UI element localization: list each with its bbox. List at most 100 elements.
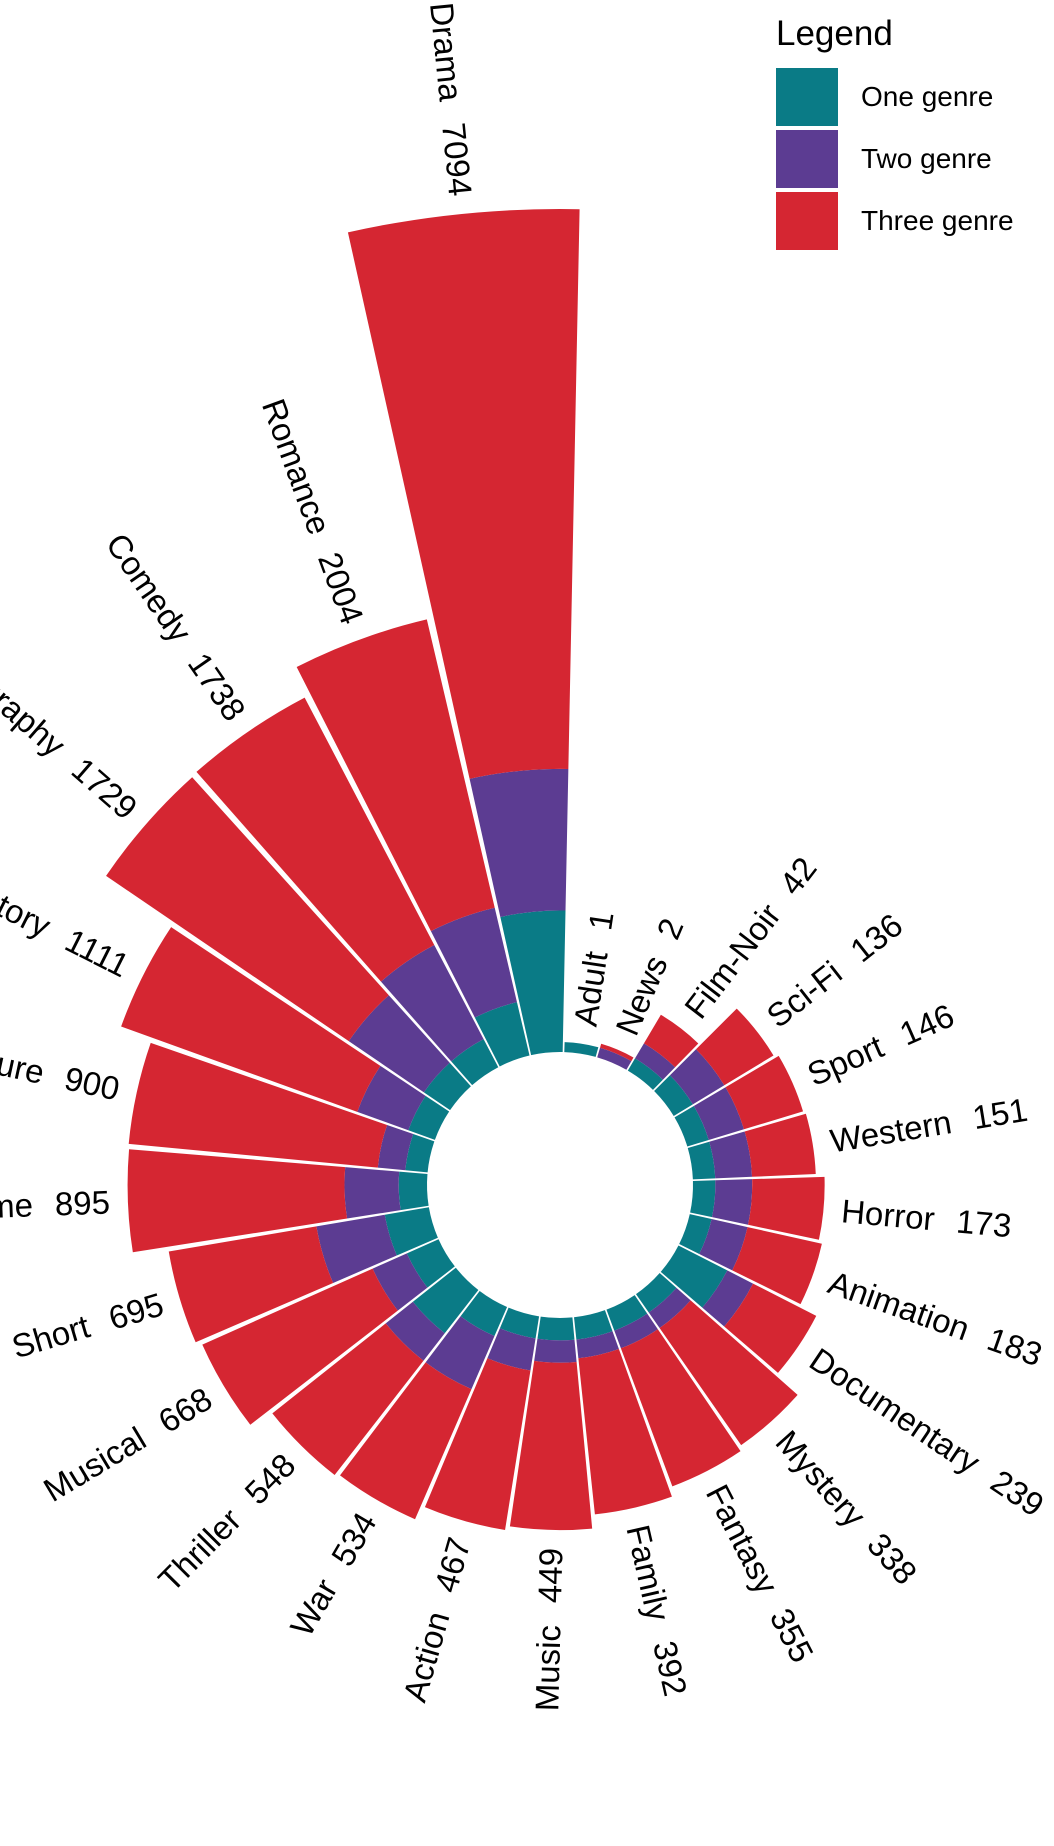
legend-item-three-genre: Three genre [776,190,1048,252]
category-label-mystery: Mystery338 [769,1423,925,1591]
category-name: Biography [0,638,73,764]
bar-segment-war-two-genre [425,1316,495,1390]
bar-segment-comedy-one-genre [451,1039,499,1086]
bar-segment-family-two-genre [576,1331,619,1359]
category-name: Fantasy [699,1478,786,1600]
category-name: Sci-Fi [759,953,848,1034]
bar-segment-fantasy-two-genre [614,1313,658,1349]
category-total: 467 [426,1533,477,1596]
bar-segment-history-two-genre [357,1065,426,1131]
bar-segment-war-one-genre [460,1291,508,1337]
bar-segment-animation-one-genre [679,1214,712,1254]
category-total: 173 [955,1202,1013,1244]
category-total: 895 [54,1183,110,1222]
bar-segment-history-three-genre [121,927,381,1112]
category-label-romance: Romance 2004 [255,394,371,629]
category-label-western: Western 151 [827,1090,1030,1159]
bar-segment-adult-one-genre [564,1042,599,1057]
bar-segment-adventure-two-genre [377,1124,414,1171]
bar-segment-horror-three-genre [748,1176,825,1240]
bar-segment-music-one-genre [537,1316,575,1341]
category-total: 239 [985,1462,1051,1523]
bar-segment-music-two-genre [534,1338,577,1363]
category-label-crime: Crime 895 [0,1183,111,1226]
category-name: Romance [255,394,338,539]
category-total: 668 [152,1380,218,1440]
legend-swatch [776,130,838,188]
category-name: Animation [824,1263,975,1347]
bar-segment-musical-three-genre [202,1268,398,1425]
bar-segment-documentary-one-genre [660,1245,728,1308]
bar-segment-biography-three-genre [106,777,389,1042]
bar-segment-comedy-three-genre [196,697,435,982]
category-name: Mystery [769,1423,874,1534]
bar-segment-musical-two-genre [372,1253,428,1311]
category-total: 392 [647,1637,695,1699]
bar-segment-family-one-genre [574,1310,613,1340]
category-label-adventure: Adventure 900 [0,1022,123,1107]
legend-swatch [776,68,838,126]
bar-segment-horror-one-genre [690,1180,716,1218]
legend-title: Legend [776,14,893,53]
bar-segment-mystery-one-genre [636,1273,677,1313]
category-name: History [0,865,57,944]
category-name: Western [827,1103,954,1159]
category-name: Horror [840,1192,936,1237]
category-label-horror: Horror 173 [840,1192,1013,1244]
bar-segment-drama-one-genre [500,910,566,1056]
category-label-fantasy: Fantasy355 [699,1478,821,1668]
category-total: 1729 [65,750,145,826]
category-name: Musical [37,1419,152,1508]
category-label-history: History1111 [0,865,135,984]
legend-label: One genre [861,81,994,112]
category-name: Family [620,1521,678,1624]
bar-segment-adventure-one-genre [405,1134,435,1173]
category-total: 449 [531,1547,569,1603]
category-name: Action [395,1607,456,1705]
bar-segment-sport-one-genre [674,1106,709,1147]
category-name: Thriller [151,1501,248,1599]
category-total: 151 [970,1090,1030,1135]
legend-label: Three genre [861,205,1014,236]
bar-segment-film-noir-three-genre [643,1014,699,1068]
category-label-musical: Musical668 [37,1380,218,1509]
bar-segment-documentary-two-genre [702,1270,754,1327]
category-label-thriller: Thriller548 [151,1446,302,1598]
bar-segment-mystery-two-genre [648,1287,691,1329]
bar-segment-news-two-genre [597,1047,632,1070]
category-name: Comedy [99,526,199,649]
legend-item-two-genre: Two genre [776,128,1048,190]
bar-segment-drama-three-genre [347,209,580,779]
category-label-comedy: Comedy1738 [99,526,253,727]
bar-segment-comedy-two-genre [380,944,484,1062]
bar-segment-music-three-genre [509,1360,593,1531]
category-total: 548 [237,1446,302,1511]
bar-segment-short-three-genre [168,1226,334,1343]
category-label-music: Music 449 [528,1547,569,1711]
bar-segment-film-noir-two-genre [635,1043,676,1080]
bar-segment-film-noir-one-genre [627,1058,663,1090]
bar-segment-animation-two-genre [699,1219,748,1271]
bar-segment-history-one-genre [408,1095,450,1140]
bar-segment-sci-fi-two-genre [669,1049,725,1105]
bar-segment-news-three-genre [600,1043,634,1062]
bar-segment-western-three-genre [744,1113,816,1177]
bar-segment-crime-one-genre [398,1171,429,1211]
category-label-animation: Animation 183 [824,1263,1047,1373]
bar-segment-animation-three-genre [732,1227,822,1305]
category-name: Crime [0,1186,34,1226]
category-label-drama: Drama 7094 [424,1,480,198]
category-total: 2 [649,913,690,944]
legend-item-one-genre: One genre [776,66,1048,128]
category-name: Short [7,1307,93,1365]
category-name: Drama [424,1,471,104]
bar-segment-sci-fi-three-genre [696,1008,774,1086]
bar-segment-action-one-genre [499,1307,540,1339]
category-total: 7094 [436,121,480,198]
bar-segment-sport-three-genre [725,1055,804,1130]
category-total: 183 [983,1319,1047,1372]
category-total: 900 [61,1059,123,1107]
category-label-family: Family 392 [620,1521,695,1699]
category-name: War [282,1572,344,1642]
bar-segment-fantasy-one-genre [606,1295,648,1331]
